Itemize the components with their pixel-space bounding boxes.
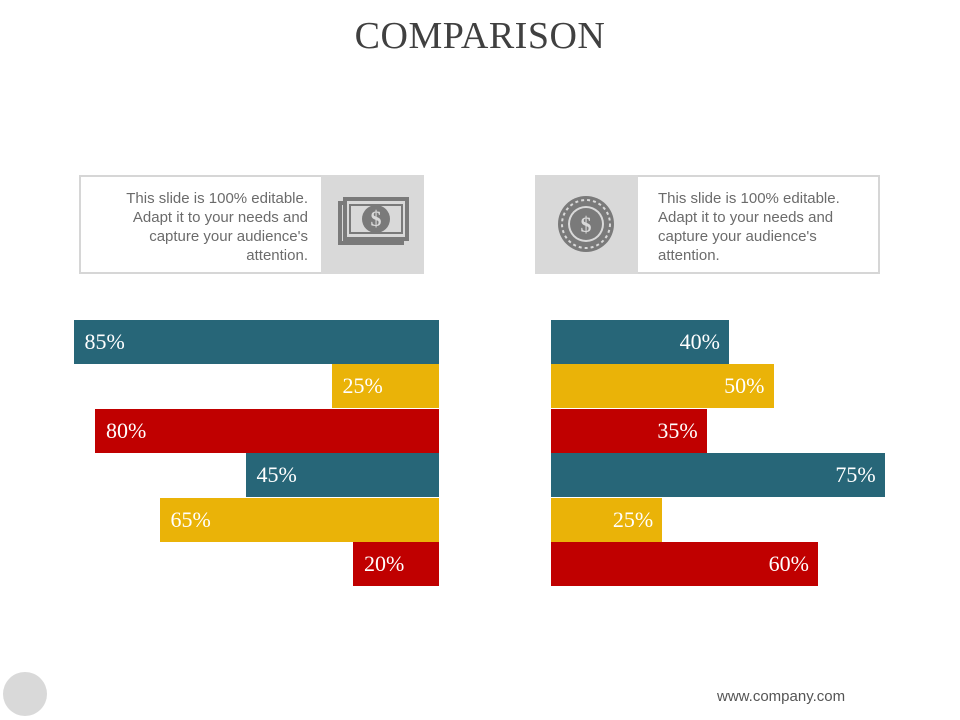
left-icon-box: $ [321,175,424,274]
left-bar-6: 20% [353,542,439,586]
left-bar-1: 85% [73,320,439,364]
right-card-text: This slide is 100% editable. Adapt it to… [658,190,840,264]
right-info-card: $ This slide is 100% editable. Adapt it … [535,175,880,274]
right-bar-5: 25% [551,497,663,542]
left-info-card: This slide is 100% editable. Adapt it to… [79,175,424,274]
right-bar-4: 75% [551,453,885,498]
left-bar-5: 65% [159,497,439,542]
left-bar-3: 80% [95,408,439,453]
right-icon-box: $ [535,175,638,274]
footer-circle [3,672,47,716]
money-bill-icon: $ [338,197,409,245]
right-bar-3: 35% [551,408,707,453]
right-bar-2: 50% [551,364,774,409]
left-bar-4: 45% [245,453,439,498]
footer-url: www.company.com [717,688,846,705]
svg-text:$: $ [581,212,592,237]
left-bar-2: 25% [331,364,439,409]
page-title: COMPARISON [354,15,606,57]
left-card-text: This slide is 100% editable. Adapt it to… [126,190,308,264]
svg-text:$: $ [371,206,382,231]
dollar-coin-icon: $ [558,196,614,252]
right-bar-1: 40% [551,320,729,364]
right-bar-6: 60% [551,542,818,586]
